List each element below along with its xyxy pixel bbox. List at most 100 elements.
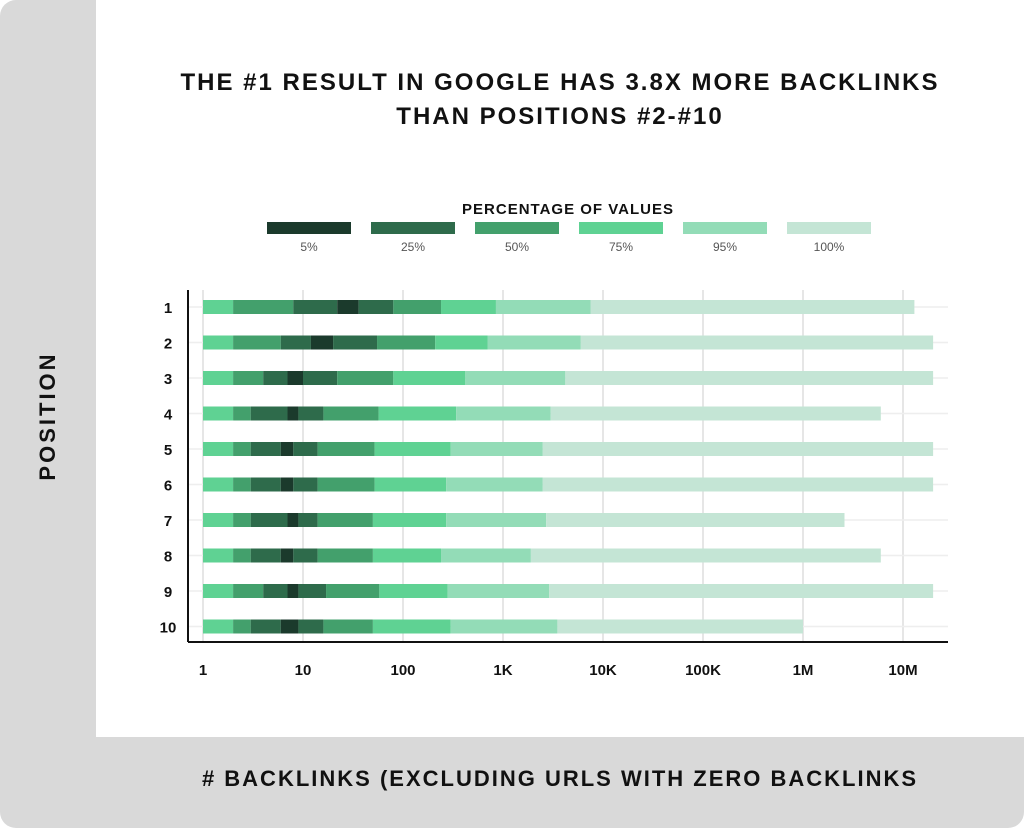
bar-segment-row-9-1 <box>233 584 264 598</box>
bar-segment-row-5-8 <box>542 442 934 456</box>
legend-label-0: 5% <box>300 240 318 254</box>
x-tick-label-7: 10M <box>888 662 917 679</box>
bar-segment-row-7-7 <box>446 513 547 527</box>
bar-segment-row-7-2 <box>250 513 288 527</box>
x-tick-label-4: 10K <box>589 662 617 679</box>
bar-segment-row-6-4 <box>293 477 318 492</box>
bar-segment-row-9-0 <box>203 584 234 598</box>
bar-segment-row-9-2 <box>263 584 288 598</box>
bar-segment-row-5-2 <box>250 442 281 456</box>
x-tick-label-5: 100K <box>685 662 721 679</box>
chart-title-line-2: THAN POSITIONS #2-#10 <box>396 103 724 130</box>
bar-segment-row-3-8 <box>565 371 934 385</box>
bar-segment-row-3-7 <box>465 371 566 385</box>
legend-swatch-0 <box>267 222 351 234</box>
bar-segment-row-7-4 <box>298 513 318 527</box>
bar-segment-row-9-8 <box>549 584 934 598</box>
chart-title-line-1: THE #1 RESULT IN GOOGLE HAS 3.8X MORE BA… <box>180 69 940 96</box>
bar-segment-row-1-0 <box>203 300 234 314</box>
bar-segment-row-4-2 <box>250 406 288 421</box>
y-axis-band <box>0 0 96 828</box>
bar-segment-row-4-8 <box>550 406 881 421</box>
bar-segment-row-4-4 <box>298 406 324 421</box>
x-tick-label-1: 10 <box>295 662 312 679</box>
bar-segment-row-10-6 <box>372 619 451 634</box>
bar-segment-row-5-3 <box>280 442 294 456</box>
bar-segment-row-2-4 <box>333 335 378 350</box>
y-tick-label-7: 7 <box>164 513 172 530</box>
bar-segment-row-2-3 <box>310 335 334 350</box>
x-tick-label-3: 1K <box>493 662 512 679</box>
legend-title: PERCENTAGE OF VALUES <box>462 201 674 218</box>
bar-segment-row-3-0 <box>203 371 234 385</box>
legend-label-3: 75% <box>609 240 633 254</box>
bar-segment-row-3-6 <box>393 371 466 385</box>
bar-segment-row-2-1 <box>233 335 281 350</box>
bar-segment-row-8-5 <box>317 548 373 563</box>
y-tick-label-6: 6 <box>164 478 172 495</box>
legend-swatch-3 <box>579 222 663 234</box>
bar-segment-row-10-4 <box>298 619 324 634</box>
bar-segment-row-5-4 <box>293 442 318 456</box>
bar-segment-row-7-5 <box>317 513 373 527</box>
bar-segment-row-8-0 <box>203 548 234 563</box>
bar-segment-row-10-5 <box>323 619 373 634</box>
bar-segment-row-6-1 <box>233 477 251 492</box>
bar-segment-row-1-8 <box>590 300 915 314</box>
bar-segment-row-10-2 <box>250 619 281 634</box>
y-tick-label-10: 10 <box>160 620 177 637</box>
bar-segment-row-5-7 <box>450 442 543 456</box>
bar-segment-row-4-3 <box>287 406 299 421</box>
bar-segment-row-2-6 <box>435 335 488 350</box>
bar-segment-row-5-0 <box>203 442 234 456</box>
bar-segment-row-8-3 <box>280 548 294 563</box>
legend-swatch-4 <box>683 222 767 234</box>
bar-segment-row-1-3 <box>337 300 359 314</box>
bar-segment-row-6-8 <box>542 477 934 492</box>
bar-segment-row-7-6 <box>372 513 447 527</box>
x-axis-label: # BACKLINKS (EXCLUDING URLS WITH ZERO BA… <box>201 766 919 791</box>
bar-segment-row-3-5 <box>337 371 394 385</box>
bar-segment-row-2-8 <box>580 335 934 350</box>
y-tick-label-2: 2 <box>164 336 172 353</box>
bar-segment-row-5-6 <box>374 442 451 456</box>
x-tick-label-0: 1 <box>199 662 207 679</box>
bar-segment-row-4-5 <box>323 406 379 421</box>
bar-segment-row-9-7 <box>447 584 550 598</box>
bar-segment-row-9-5 <box>326 584 380 598</box>
legend-label-4: 95% <box>713 240 737 254</box>
bar-segment-row-6-5 <box>317 477 375 492</box>
bar-segment-row-7-3 <box>287 513 299 527</box>
bar-segment-row-2-2 <box>280 335 311 350</box>
bar-segment-row-5-5 <box>317 442 375 456</box>
bar-segment-row-2-0 <box>203 335 234 350</box>
bar-segment-row-3-3 <box>287 371 303 385</box>
bar-segment-row-8-8 <box>530 548 881 563</box>
bar-segment-row-3-2 <box>263 371 288 385</box>
bar-segment-row-1-5 <box>393 300 442 314</box>
y-tick-label-5: 5 <box>164 442 172 459</box>
y-tick-label-8: 8 <box>164 549 172 566</box>
bar-segment-row-6-7 <box>446 477 543 492</box>
bar-segment-row-10-3 <box>280 619 299 634</box>
bar-segment-row-7-8 <box>546 513 845 527</box>
bar-segment-row-1-1 <box>233 300 294 314</box>
x-tick-label-6: 1M <box>793 662 814 679</box>
y-tick-label-3: 3 <box>164 371 172 388</box>
bar-segment-row-4-7 <box>456 406 551 421</box>
x-tick-label-2: 100 <box>390 662 415 679</box>
bar-segment-row-3-4 <box>303 371 338 385</box>
legend-swatch-1 <box>371 222 455 234</box>
bar-segment-row-8-7 <box>441 548 531 563</box>
bar-segment-row-9-3 <box>287 584 299 598</box>
bar-segment-row-1-4 <box>358 300 394 314</box>
bar-segment-row-6-3 <box>280 477 294 492</box>
y-tick-label-9: 9 <box>164 584 172 601</box>
bar-segment-row-6-0 <box>203 477 234 492</box>
legend-swatch-2 <box>475 222 559 234</box>
legend-swatch-5 <box>787 222 871 234</box>
legend-label-5: 100% <box>814 240 845 254</box>
bar-segment-row-2-5 <box>377 335 436 350</box>
bar-segment-row-8-4 <box>293 548 318 563</box>
